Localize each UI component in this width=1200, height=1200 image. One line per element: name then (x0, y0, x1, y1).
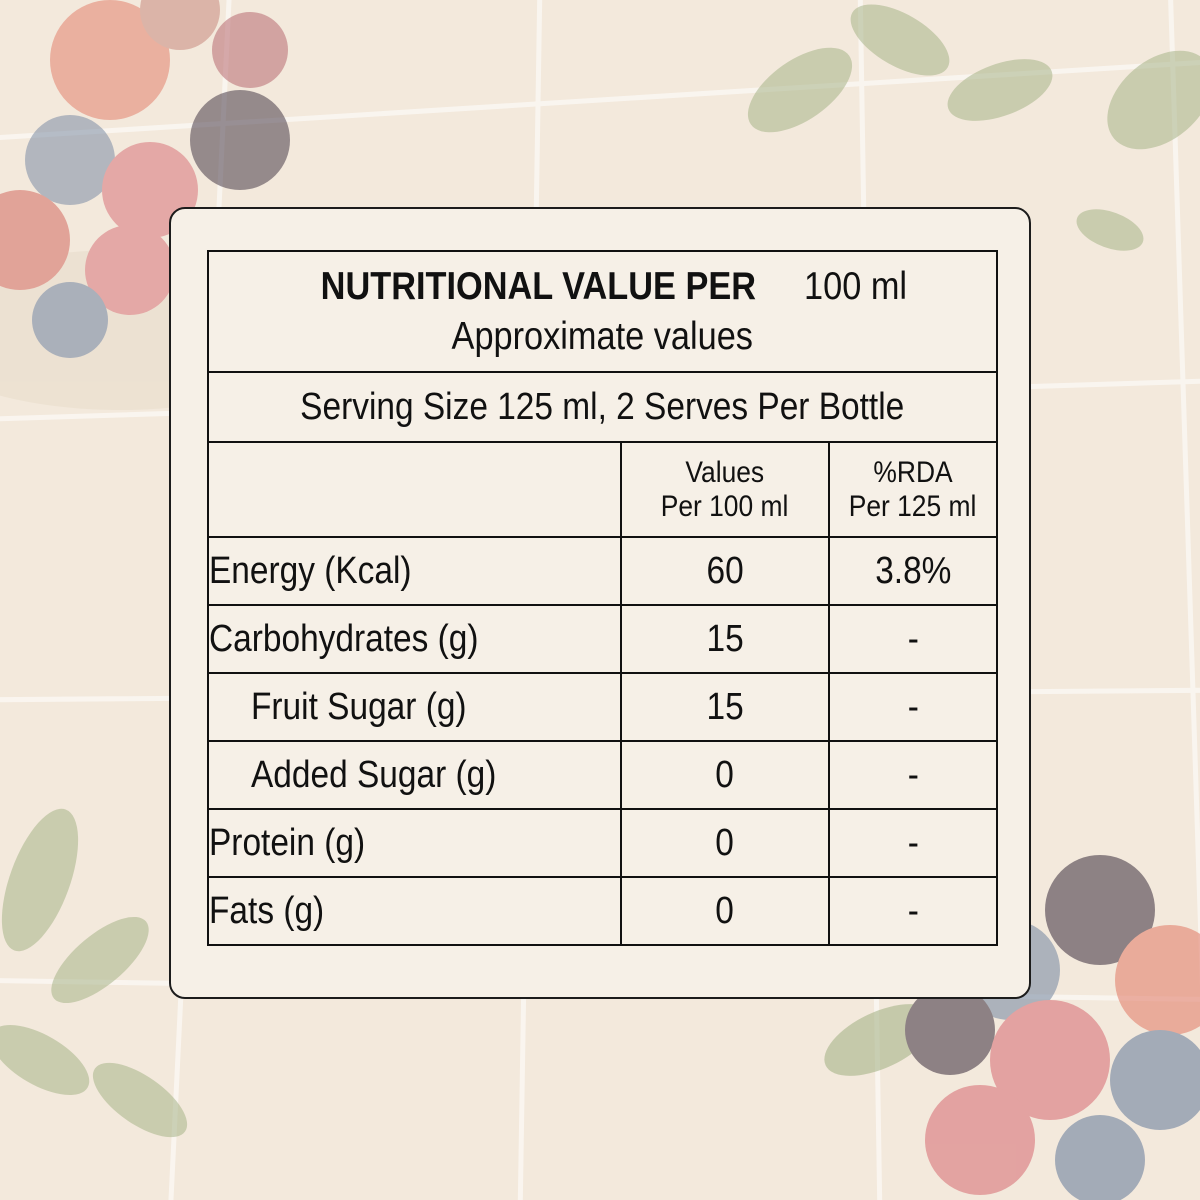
header-blank (207, 441, 622, 538)
leaves-top-right (747, 4, 1200, 251)
nutrient-value: 0 (620, 740, 830, 810)
table-row: Carbohydrates (g) 15 - (207, 604, 998, 674)
table-row: Protein (g) 0 - (207, 808, 998, 878)
leaves-bottom-left (0, 808, 188, 1138)
nutrient-name: Fruit Sugar (g) (207, 672, 622, 742)
nutrient-name: Fats (g) (207, 876, 622, 946)
table-title: NUTRITIONAL VALUE PER 100 ml (209, 262, 996, 312)
nutrient-rda: 3.8% (828, 536, 998, 606)
nutrient-rda: - (828, 672, 998, 742)
serving-row: Serving Size 125 ml, 2 Serves Per Bottle (207, 371, 998, 443)
nutrient-value: 60 (620, 536, 830, 606)
nutrient-value: 0 (620, 808, 830, 878)
nutrient-name: Added Sugar (g) (207, 740, 622, 810)
column-header-row: Values Per 100 ml %RDA Per 125 ml (207, 441, 998, 538)
nutrient-name: Protein (g) (207, 808, 622, 878)
nutrient-rda: - (828, 740, 998, 810)
title-row: NUTRITIONAL VALUE PER 100 ml Approximate… (207, 250, 998, 373)
nutrient-value: 0 (620, 876, 830, 946)
berries-bottom-right (824, 855, 1200, 1200)
nutrient-value: 15 (620, 672, 830, 742)
table-row: Fruit Sugar (g) 15 - (207, 672, 998, 742)
table-row: Fats (g) 0 - (207, 876, 998, 946)
title-bold: NUTRITIONAL VALUE PER (320, 264, 757, 308)
nutrient-value: 15 (620, 604, 830, 674)
nutrient-rda: - (828, 876, 998, 946)
title-unit: 100 ml (803, 264, 907, 308)
nutrient-rda: - (828, 604, 998, 674)
header-values: Values Per 100 ml (620, 441, 830, 538)
nutrient-name: Energy (Kcal) (207, 536, 622, 606)
nutrient-name: Carbohydrates (g) (207, 604, 622, 674)
table-row: Energy (Kcal) 60 3.8% (207, 536, 998, 606)
serving-size: Serving Size 125 ml, 2 Serves Per Bottle (300, 385, 905, 428)
table-subtitle: Approximate values (451, 314, 754, 358)
nutrition-table: NUTRITIONAL VALUE PER 100 ml Approximate… (207, 250, 998, 946)
table-row: Added Sugar (g) 0 - (207, 740, 998, 810)
header-rda: %RDA Per 125 ml (828, 441, 998, 538)
nutrition-label-card: NUTRITIONAL VALUE PER 100 ml Approximate… (169, 207, 1031, 999)
nutrient-rda: - (828, 808, 998, 878)
